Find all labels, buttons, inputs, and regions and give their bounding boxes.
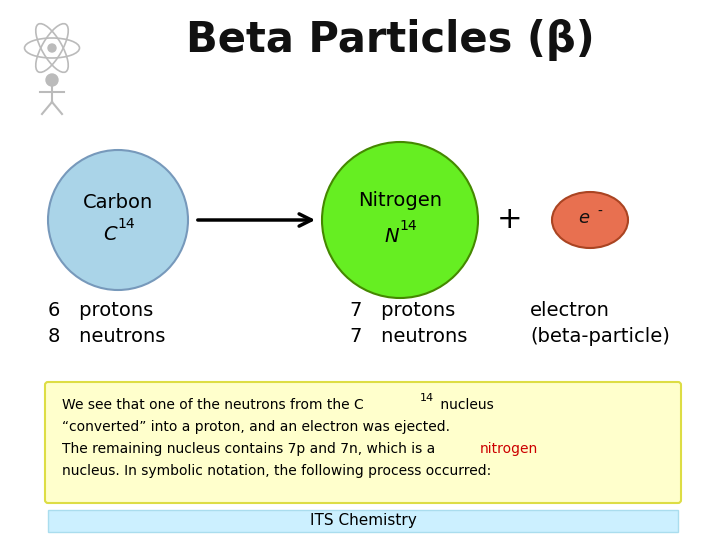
Text: Nitrogen: Nitrogen [358,191,442,210]
FancyBboxPatch shape [48,510,678,532]
Text: Carbon: Carbon [83,192,153,212]
Text: The remaining nucleus contains 7p and 7n, which is a: The remaining nucleus contains 7p and 7n… [62,442,440,456]
Circle shape [322,142,478,298]
Circle shape [46,74,58,86]
Ellipse shape [552,192,628,248]
Text: nucleus. In symbolic notation, the following process occurred:: nucleus. In symbolic notation, the follo… [62,464,491,478]
Text: 14: 14 [117,217,135,231]
Text: nitrogen: nitrogen [480,442,539,456]
Circle shape [48,150,188,290]
Text: “converted” into a proton, and an electron was ejected.: “converted” into a proton, and an electr… [62,420,450,434]
Text: We see that one of the neutrons from the C: We see that one of the neutrons from the… [62,398,364,412]
Text: 14: 14 [399,219,417,233]
Text: 8   neutrons: 8 neutrons [48,327,166,346]
Text: 14: 14 [420,393,434,403]
Text: C: C [103,225,117,244]
Text: nucleus: nucleus [436,398,494,412]
Text: 6   protons: 6 protons [48,300,153,320]
Text: Beta Particles (β): Beta Particles (β) [186,19,595,61]
Text: electron: electron [530,300,610,320]
Text: e: e [578,209,590,227]
Text: ITS Chemistry: ITS Chemistry [310,514,416,529]
Circle shape [48,44,56,52]
Text: -: - [598,205,603,219]
Text: 7   neutrons: 7 neutrons [350,327,467,346]
FancyBboxPatch shape [45,382,681,503]
Text: (beta-particle): (beta-particle) [530,327,670,346]
Text: +: + [498,206,523,234]
Text: 7   protons: 7 protons [350,300,455,320]
Text: N: N [384,226,400,246]
